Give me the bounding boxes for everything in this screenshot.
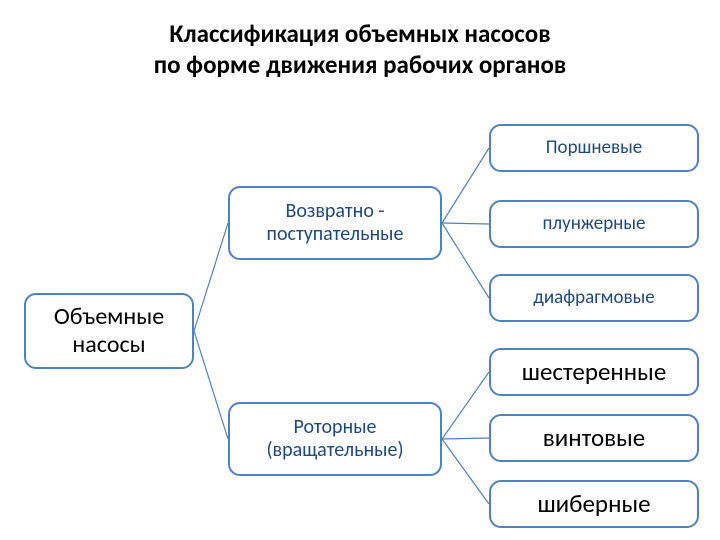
edge-mid2-leaf6 [442,439,489,504]
edge-mid1-leaf1 [442,148,489,223]
edge-mid1-leaf2 [442,223,489,224]
node-leaf5: винтовые [489,414,699,462]
node-mid1: Возвратно - поступательные [228,186,442,260]
edge-root-mid2 [194,331,228,439]
node-leaf3: диафрагмовые [489,274,699,322]
edge-mid1-leaf3 [442,223,489,298]
title-line2: по форме движения рабочих органов [154,49,567,80]
edge-root-mid1 [194,223,228,331]
node-leaf1: Поршневые [489,124,699,172]
node-leaf6: шиберные [489,480,699,528]
diagram-title: Классификация объемных насосов по форме … [0,18,720,81]
node-leaf2: плунжерные [489,200,699,248]
node-leaf4: шестеренные [489,348,699,396]
node-root: Объемные насосы [24,293,194,369]
edge-mid2-leaf5 [442,438,489,439]
node-mid2: Роторные (вращательные) [228,402,442,476]
edge-mid2-leaf4 [442,372,489,439]
title-line1: Классификация объемных насосов [169,18,550,49]
